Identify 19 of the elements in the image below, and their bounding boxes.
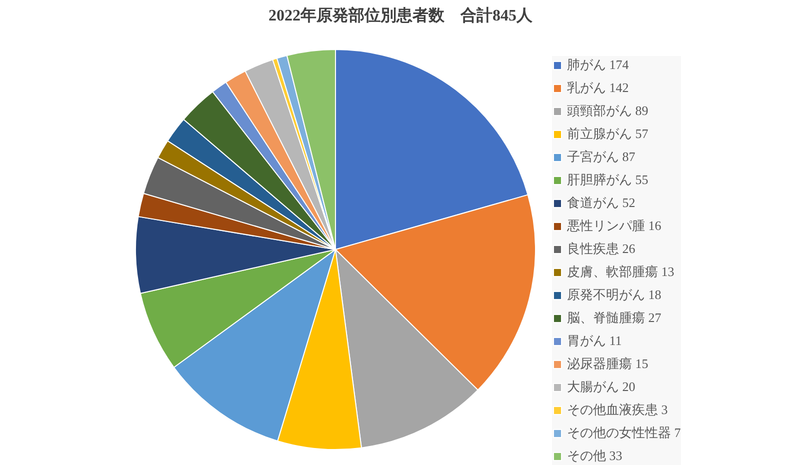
legend-label: 脳、脊髄腫瘍 27 [567, 309, 662, 327]
legend-label: その他血液疾患 3 [567, 401, 668, 419]
chart-title: 2022年原発部位別患者数 合計845人 [268, 6, 534, 24]
legend-label: 泌尿器腫瘍 15 [567, 355, 648, 373]
legend-label: 悪性リンパ腫 16 [567, 217, 662, 235]
legend-label: 皮膚、軟部腫瘍 13 [567, 263, 674, 281]
legend-label: 胃がん 11 [567, 332, 622, 350]
legend-label: 食道がん 52 [567, 194, 636, 212]
legend-label: 原発不明がん 18 [567, 286, 662, 304]
legend-label: 子宮がん 87 [567, 148, 636, 166]
legend-label: 良性疾患 26 [567, 240, 636, 258]
legend-label: 肝胆膵がん 55 [567, 171, 648, 189]
legend-label: 大腸がん 20 [567, 378, 636, 396]
legend-label: その他の女性性器 7 [567, 424, 681, 442]
legend-label: その他 33 [567, 447, 622, 465]
legend-label: 乳がん 142 [567, 79, 629, 97]
legend-label: 肺がん 174 [567, 56, 629, 74]
legend-label: 前立腺がん 57 [567, 125, 648, 143]
legend-label: 頭頸部がん 89 [567, 102, 648, 120]
